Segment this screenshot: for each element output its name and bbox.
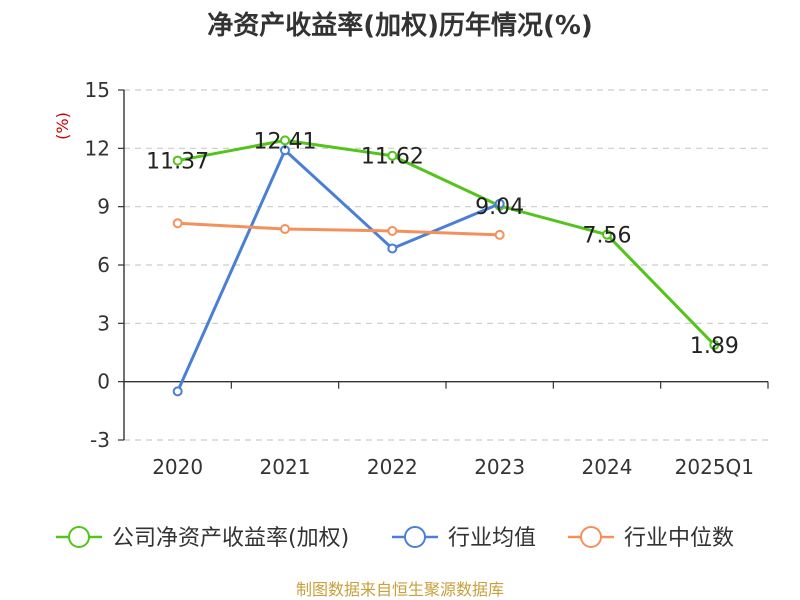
series-point-2 — [280, 224, 290, 235]
legend-marker — [404, 526, 426, 548]
x-tick-label: 2023 — [474, 455, 525, 479]
data-label: 11.37 — [146, 150, 209, 175]
x-tick-label: 2025Q1 — [675, 455, 754, 479]
series-line-0 — [177, 138, 716, 346]
x-tick-label: 2021 — [260, 455, 311, 479]
grid-lines — [124, 89, 768, 441]
data-label: 12.41 — [254, 129, 317, 154]
legend-label: 行业中位数 — [624, 526, 734, 551]
legend-marker — [68, 526, 90, 548]
data-label: 7.56 — [583, 224, 632, 249]
x-tick-label: 2024 — [582, 455, 633, 479]
y-tick-label: 6 — [97, 253, 110, 277]
series-point-0 — [602, 229, 612, 240]
series-point-2 — [387, 225, 398, 236]
series-point-0 — [709, 339, 720, 350]
series-point-0 — [172, 155, 183, 166]
legend-item-1[interactable]: 行业均值 — [392, 526, 536, 551]
legend-item-0[interactable]: 公司净资产收益率(加权) — [56, 526, 349, 551]
series-point-0 — [387, 150, 398, 161]
series-point-1 — [387, 243, 398, 254]
data-label: 9.04 — [475, 195, 524, 220]
y-tick-label: 9 — [97, 195, 110, 219]
series-group — [172, 135, 720, 397]
y-axis-unit: (%) — [53, 112, 72, 140]
chart-title: 净资产收益率(加权)历年情况(%) — [207, 10, 593, 41]
y-tick-label: 15 — [85, 78, 110, 102]
y-tick-label: -3 — [90, 428, 110, 452]
series-point-0 — [280, 135, 290, 146]
data-label: 1.89 — [690, 334, 739, 359]
series-point-2 — [172, 218, 183, 229]
series-point-1 — [172, 386, 183, 397]
series-line-1 — [176, 148, 501, 392]
series-point-1 — [494, 198, 505, 209]
legend[interactable]: 公司净资产收益率(加权) 行业均值 行业中位数 — [56, 526, 734, 551]
axes: -3 0 3 6 9 12 15 2020 2021 2022 2023 2024 2025Q1 — [85, 78, 769, 479]
source-note: 制图数据来自恒生聚源数据库 — [296, 580, 504, 599]
x-tick-label: 2022 — [367, 455, 418, 479]
y-tick-label: 0 — [97, 370, 110, 394]
data-label: 11.62 — [361, 145, 424, 170]
x-tick-label: 2020 — [152, 455, 203, 479]
series-line-2 — [177, 221, 500, 237]
y-tick-label: 12 — [85, 136, 110, 160]
legend-marker — [580, 526, 602, 548]
y-tick-label: 3 — [97, 311, 110, 335]
legend-label: 公司净资产收益率(加权) — [112, 526, 349, 551]
series-point-2 — [494, 229, 505, 240]
legend-label: 行业均值 — [448, 526, 536, 551]
data-labels: 11.37 12.41 11.62 9.04 7.56 1.89 — [146, 129, 739, 359]
series-point-1 — [280, 145, 290, 156]
legend-item-2[interactable]: 行业中位数 — [568, 526, 734, 551]
